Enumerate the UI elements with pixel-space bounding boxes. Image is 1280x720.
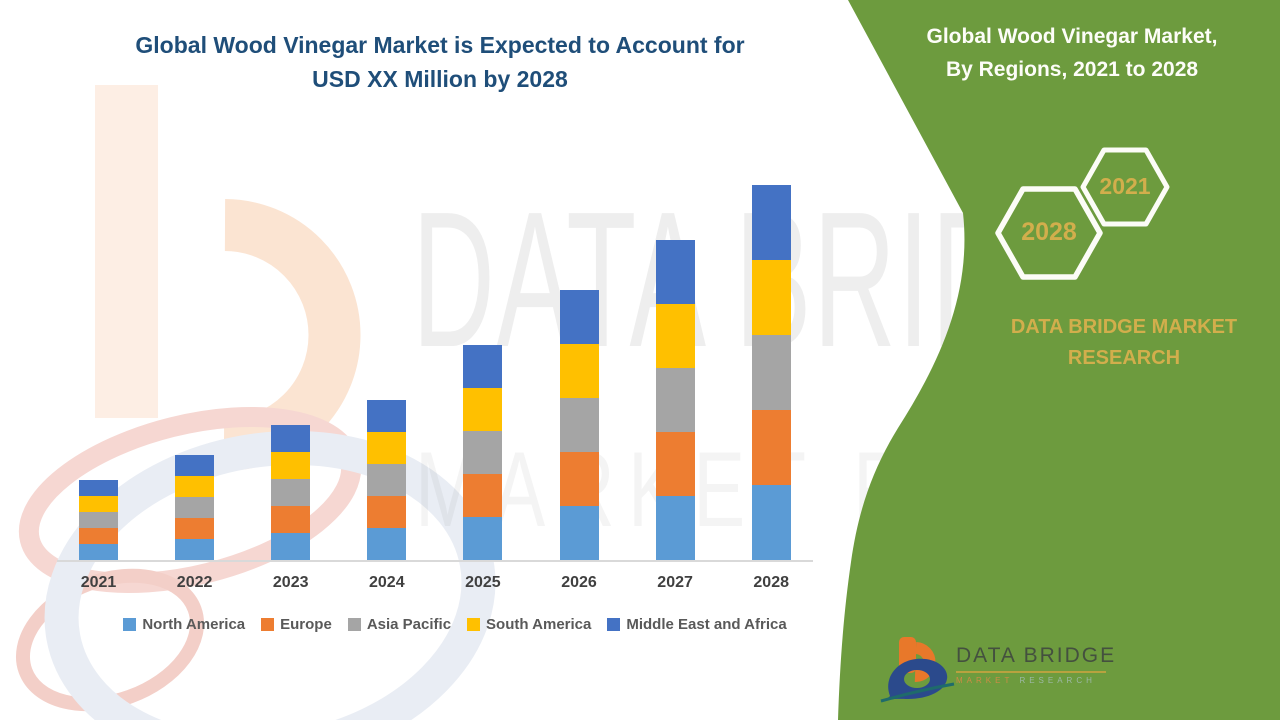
bar-segment-2022-europe: [175, 518, 215, 539]
legend-swatch-europe: [261, 618, 275, 631]
bar-segment-2021-asia-pacific: [79, 512, 118, 528]
bar-segment-2026-europe: [559, 452, 599, 506]
bar-segment-2021-south-america: [79, 496, 118, 512]
bar-segment-2025-asia-pacific: [463, 431, 503, 474]
x-tick-label-2023: 2023: [272, 574, 309, 591]
legend-label: Middle East and Africa: [626, 616, 787, 633]
legend-label: Europe: [280, 616, 332, 633]
bar-segment-2021-europe: [79, 528, 118, 544]
side-panel-title: Global Wood Vinegar Market, By Regions, …: [897, 20, 1247, 86]
watermark-red-arc: [15, 568, 205, 712]
legend-swatch-asia-pacific: [347, 618, 361, 631]
brand-name-text: DATA BRIDGE MARKET RESEARCH: [974, 312, 1274, 374]
logo-tagline-market: MARKET: [956, 676, 1014, 685]
databridge-logo: DATA BRIDGE MARKET RESEARCH: [878, 628, 1116, 708]
bar-segment-2028-middle-east-and-africa: [751, 185, 791, 260]
bar-segment-2025-middle-east-and-africa: [463, 345, 503, 388]
bar-segment-2027-south-america: [655, 304, 695, 368]
x-tick-label-2021: 2021: [80, 574, 117, 591]
x-tick-label-2024: 2024: [369, 574, 405, 591]
bar-segment-2023-middle-east-and-africa: [271, 425, 311, 452]
bar-segment-2027-middle-east-and-africa: [655, 240, 695, 304]
bar-segment-2023-asia-pacific: [271, 479, 311, 506]
stacked-bar-plot: 2021 2022 2023 2024 2025 2026 2027 2028: [57, 185, 813, 591]
bar-segment-2026-middle-east-and-africa: [559, 290, 599, 344]
logo-tagline: MARKET RESEARCH: [956, 676, 1116, 685]
bar-segment-2023-south-america: [271, 452, 311, 479]
x-tick-label-2022: 2022: [176, 574, 213, 591]
bar-segment-2027-asia-pacific: [655, 368, 695, 432]
bar-segment-2028-europe: [751, 410, 791, 485]
x-tick-label-2026: 2026: [561, 574, 597, 591]
bar-segment-2024-asia-pacific: [367, 464, 407, 496]
legend-item-europe: Europe: [261, 616, 332, 633]
legend-item-middle-east-and-africa: Middle East and Africa: [607, 616, 787, 633]
legend-swatch-north-america: [123, 618, 137, 631]
badge-year-2028: 2028: [1021, 218, 1077, 246]
bar-segment-2023-europe: [271, 506, 311, 533]
watermark-b-stem: [95, 85, 158, 418]
legend-label: North America: [142, 616, 246, 633]
bar-segment-2022-north-america: [175, 539, 215, 560]
logo-tagline-research: RESEARCH: [1019, 676, 1096, 685]
x-tick-label-2028: 2028: [753, 574, 789, 591]
databridge-logo-icon: [880, 637, 955, 703]
chart-legend: North America Europe Asia Pacific South Ame…: [55, 616, 855, 633]
bar-segment-2023-north-america: [271, 533, 311, 560]
bar-segment-2024-europe: [367, 496, 407, 528]
legend-label: Asia Pacific: [366, 616, 452, 633]
bar-segment-2024-middle-east-and-africa: [367, 400, 407, 432]
side-panel-title-line2: By Regions, 2021 to 2028: [945, 58, 1199, 81]
bar-segment-2028-south-america: [751, 260, 791, 335]
legend-swatch-south-america: [467, 618, 481, 631]
logo-underline: [956, 671, 1106, 673]
bar-segment-2025-north-america: [463, 517, 503, 560]
bar-segment-2025-south-america: [463, 388, 503, 431]
bar-segment-2021-middle-east-and-africa: [79, 480, 118, 496]
bar-segment-2024-north-america: [367, 528, 407, 560]
bar-segment-2026-south-america: [559, 344, 599, 398]
page-title-line2: USD XX Million by 2028: [312, 66, 568, 92]
bar-segment-2027-europe: [655, 432, 695, 496]
page-title: Global Wood Vinegar Market is Expected t…: [60, 28, 820, 96]
page-title-line1: Global Wood Vinegar Market is Expected t…: [135, 32, 745, 58]
bar-segment-2024-south-america: [367, 432, 407, 464]
brand-name-line2: RESEARCH: [1067, 347, 1181, 369]
bar-segment-2025-europe: [463, 474, 503, 517]
bar-segment-2028-asia-pacific: [751, 335, 791, 410]
side-panel-shape: [838, 0, 1280, 720]
bar-segment-2021-north-america: [79, 544, 118, 560]
x-tick-label-2025: 2025: [465, 574, 501, 591]
bar-segment-2028-north-america: [751, 485, 791, 560]
legend-label: South America: [486, 616, 592, 633]
side-panel-title-line1: Global Wood Vinegar Market,: [926, 25, 1218, 48]
logo-name-text: DATA BRIDGE: [956, 644, 1117, 667]
legend-item-asia-pacific: Asia Pacific: [347, 616, 452, 633]
bar-segment-2026-asia-pacific: [559, 398, 599, 452]
badge-year-2021: 2021: [1099, 173, 1151, 199]
bar-segment-2022-asia-pacific: [175, 497, 215, 518]
legend-swatch-middle-east-and-africa: [607, 618, 621, 631]
bar-segment-2026-north-america: [559, 506, 599, 560]
legend-item-north-america: North America: [123, 616, 245, 633]
bar-segment-2027-north-america: [655, 496, 695, 560]
x-tick-label-2027: 2027: [657, 574, 693, 591]
x-axis-line: [57, 560, 813, 562]
legend-item-south-america: South America: [467, 616, 591, 633]
bar-segment-2022-south-america: [175, 476, 215, 497]
brand-name-line1: DATA BRIDGE MARKET: [1010, 316, 1238, 338]
watermark-blue-ring: [44, 430, 496, 720]
bar-segment-2022-middle-east-and-africa: [175, 455, 215, 476]
